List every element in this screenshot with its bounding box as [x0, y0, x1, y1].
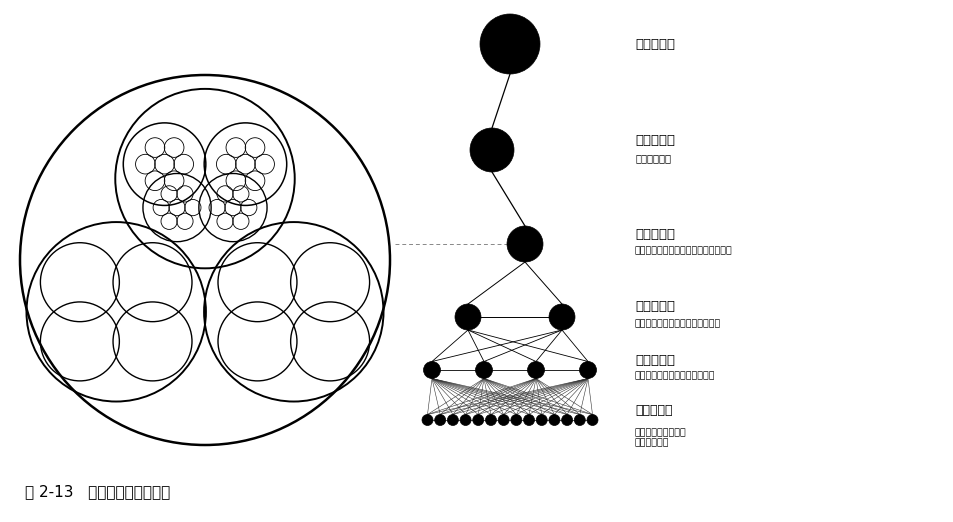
Text: （区段、小学、游戏场所、商店）: （区段、小学、游戏场所、商店） [635, 319, 720, 328]
Circle shape [523, 414, 534, 425]
Text: 图 2-13   社区的等级层次体系: 图 2-13 社区的等级层次体系 [25, 484, 170, 500]
Text: 第五级社区: 第五级社区 [635, 135, 675, 148]
Circle shape [455, 304, 480, 330]
Circle shape [536, 414, 547, 425]
Circle shape [459, 414, 471, 425]
Circle shape [475, 362, 492, 378]
Circle shape [527, 362, 544, 378]
Circle shape [470, 128, 514, 172]
Circle shape [435, 414, 445, 425]
Circle shape [586, 414, 598, 425]
Circle shape [447, 414, 457, 425]
Circle shape [548, 414, 559, 425]
Circle shape [506, 226, 542, 262]
Text: （区段、中学、宗教建筑、商业中心）: （区段、中学、宗教建筑、商业中心） [635, 246, 732, 255]
Circle shape [510, 414, 521, 425]
Text: （邻里、交往场所、
住宅、居民）: （邻里、交往场所、 住宅、居民） [635, 428, 686, 447]
Text: （超级市场）: （超级市场） [635, 153, 670, 163]
Circle shape [479, 14, 539, 74]
Circle shape [473, 414, 483, 425]
Text: 第二级社区: 第二级社区 [635, 354, 675, 367]
Text: 第六级社区: 第六级社区 [635, 38, 675, 51]
Text: 第四级社区: 第四级社区 [635, 228, 675, 241]
Circle shape [561, 414, 572, 425]
Circle shape [578, 362, 596, 378]
Circle shape [423, 362, 440, 378]
Text: 第三级社区: 第三级社区 [635, 301, 675, 314]
Text: （大型邻里、塘埔、街角小店）: （大型邻里、塘埔、街角小店） [635, 372, 715, 381]
Circle shape [421, 414, 433, 425]
Circle shape [485, 414, 496, 425]
Circle shape [497, 414, 509, 425]
Text: 第一级社区: 第一级社区 [635, 405, 672, 418]
Circle shape [574, 414, 585, 425]
Circle shape [548, 304, 575, 330]
